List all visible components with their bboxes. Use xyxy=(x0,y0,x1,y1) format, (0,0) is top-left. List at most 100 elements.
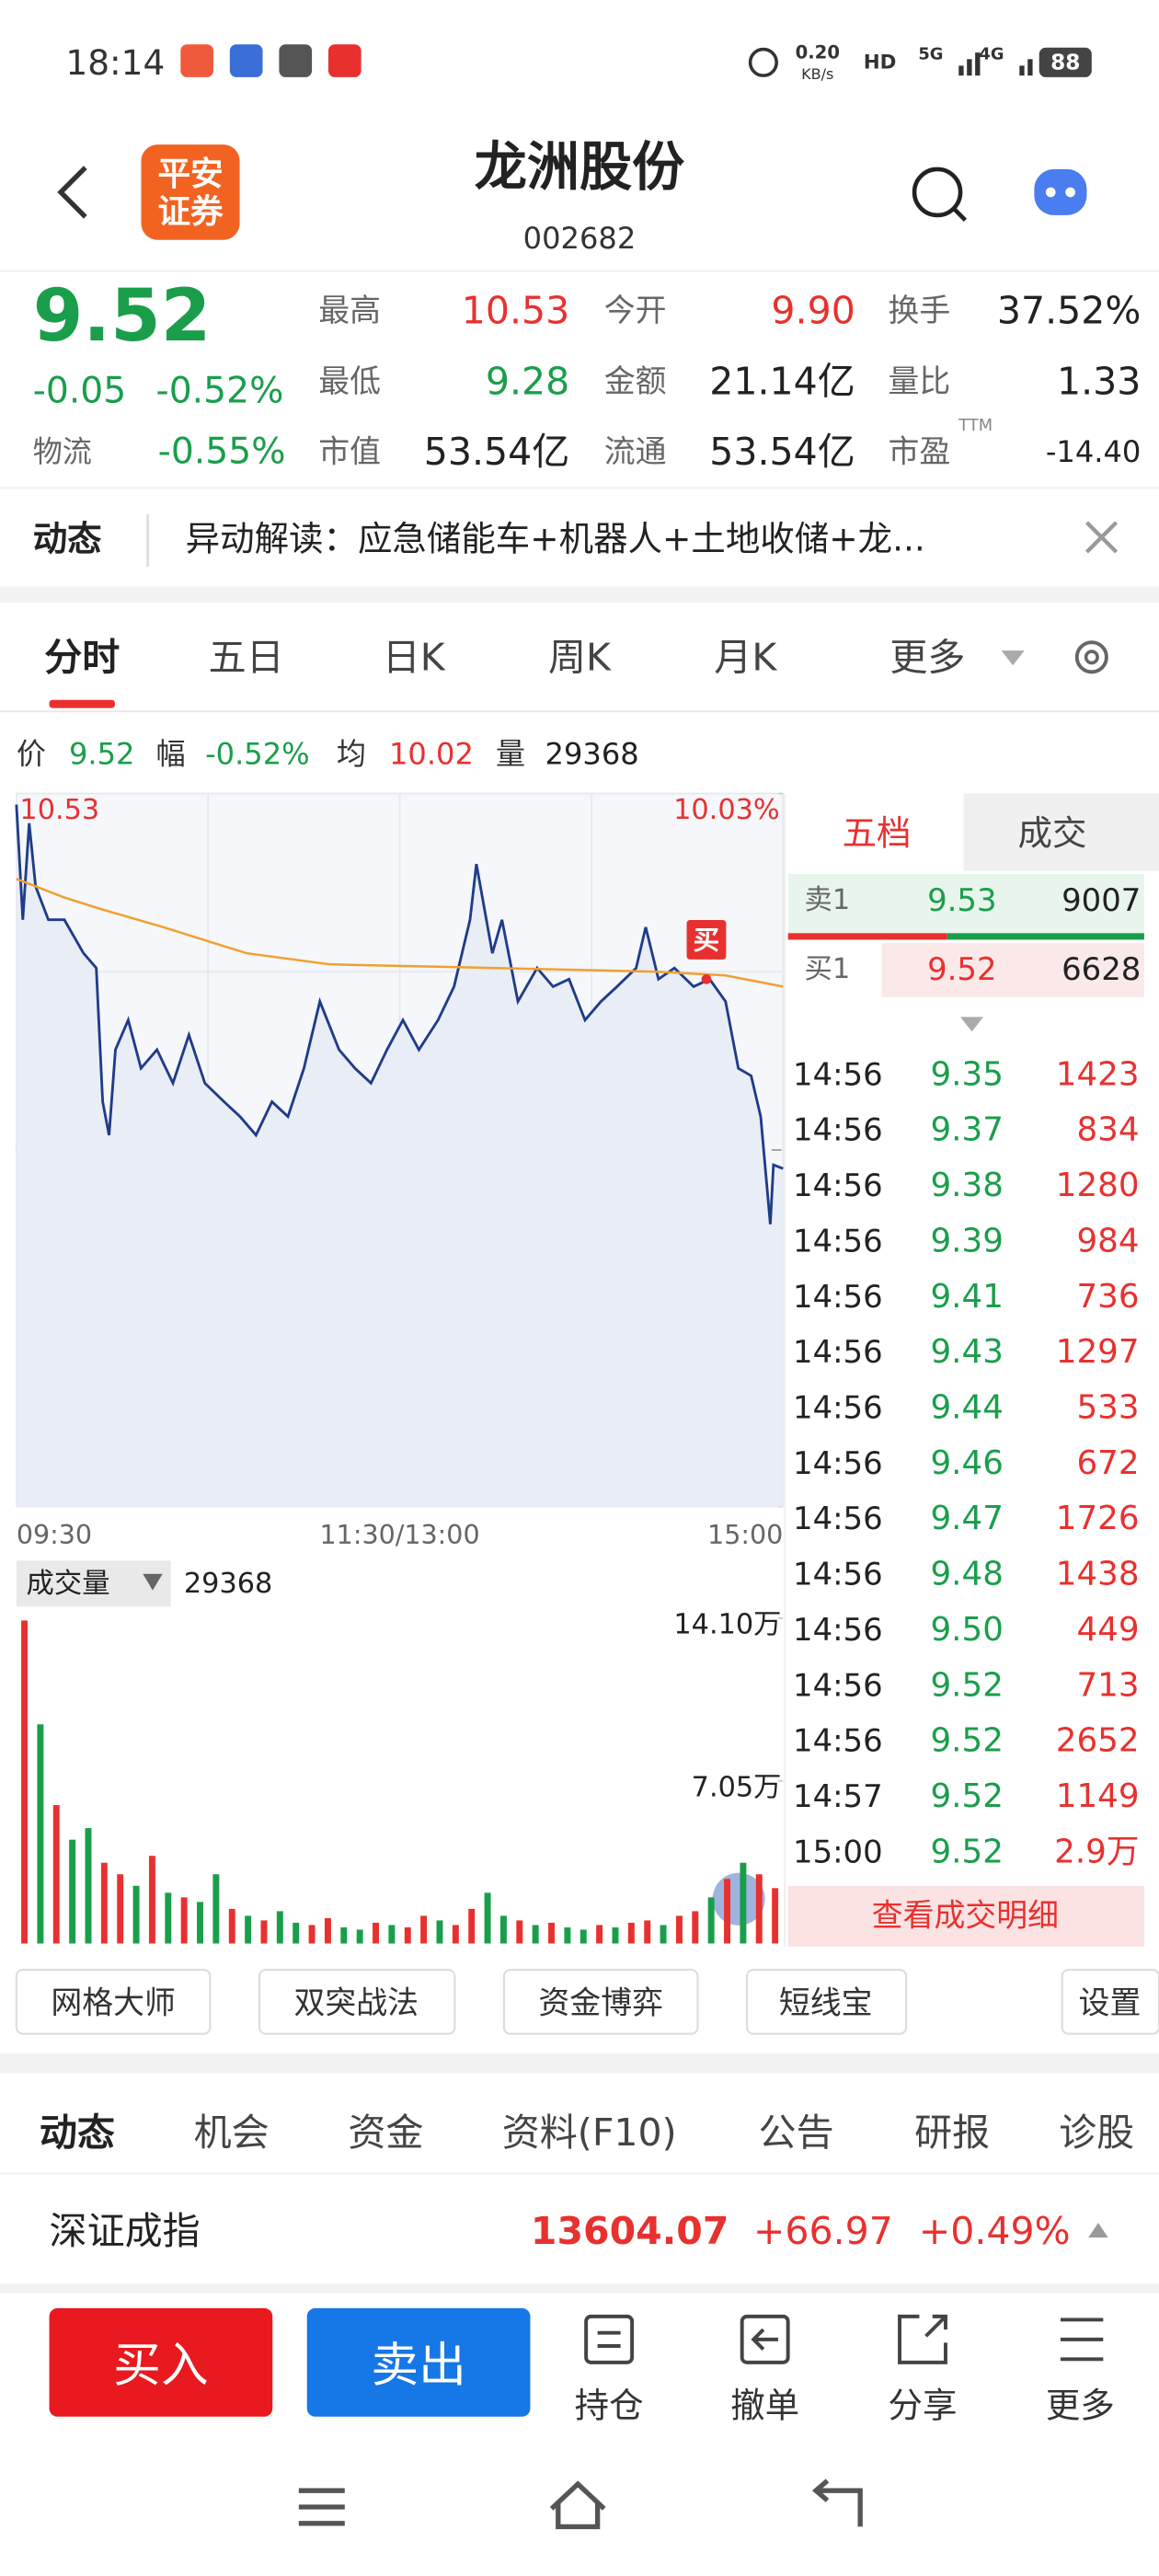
volume-bar xyxy=(276,1911,283,1944)
buy-button[interactable] xyxy=(49,2307,273,2417)
price-change: -0.05 xyxy=(33,370,127,411)
search-button[interactable] xyxy=(912,167,963,218)
info-tab[interactable]: 研报 xyxy=(914,2110,990,2155)
tool-label: 双突战法 xyxy=(293,1984,419,2020)
nav-menu[interactable] xyxy=(298,2488,345,2526)
last-price: 9.52 xyxy=(33,273,212,358)
trade-time: 14:56 xyxy=(793,1389,883,1425)
info-tab[interactable]: 资金 xyxy=(348,2110,423,2155)
book-volume: 9007 xyxy=(1061,882,1141,918)
index-arrow xyxy=(1088,2223,1108,2238)
y2-tick-label: 10.03% xyxy=(673,794,780,826)
trade-volume: 984 xyxy=(1076,1222,1139,1259)
volume-bar xyxy=(564,1926,571,1944)
info-tab[interactable]: 动态 xyxy=(40,2110,115,2155)
app-icon xyxy=(327,44,361,77)
action-label[interactable]: 更多 xyxy=(1046,2385,1115,2425)
stat-value: 53.54亿 xyxy=(709,430,855,474)
volume-bar xyxy=(548,1922,556,1944)
tab-background xyxy=(963,793,1159,871)
index-change-pct: +0.49% xyxy=(919,2209,1071,2253)
chart-tab[interactable]: 月K xyxy=(714,635,777,679)
info-value: -0.52% xyxy=(205,737,310,772)
more-icon[interactable] xyxy=(1060,2317,1104,2362)
volume-bar xyxy=(596,1925,603,1944)
tool-label: 网格大师 xyxy=(51,1984,176,2020)
action-label[interactable]: 撤单 xyxy=(730,2385,799,2425)
volume-bar xyxy=(740,1862,747,1944)
trade-price: 9.41 xyxy=(930,1278,1003,1316)
tool-button[interactable] xyxy=(502,1969,699,2035)
position-icon[interactable] xyxy=(584,2314,635,2364)
x-tick-label: 15:00 xyxy=(707,1519,783,1550)
chart-tab[interactable]: 分时 xyxy=(44,635,120,679)
trade-time: 14:56 xyxy=(793,1723,883,1759)
stat-value: 37.52% xyxy=(997,288,1141,332)
back-button[interactable] xyxy=(57,166,87,219)
book-tab[interactable]: 五档 xyxy=(843,812,912,853)
trade-price: 9.47 xyxy=(930,1500,1003,1537)
app-icon xyxy=(229,44,263,77)
tool-button[interactable] xyxy=(15,1969,212,2035)
stat-value: -14.40 xyxy=(1046,434,1142,469)
section-gap xyxy=(0,2053,1159,2074)
expand-icon[interactable] xyxy=(960,1017,984,1032)
info-tab[interactable]: 机会 xyxy=(194,2110,270,2155)
book-price: 9.52 xyxy=(927,951,996,987)
action-label[interactable]: 持仓 xyxy=(575,2385,644,2425)
detail-button-text: 查看成交明细 xyxy=(872,1898,1059,1934)
tool-label: 资金博弈 xyxy=(538,1984,663,2020)
info-label: 均 xyxy=(337,737,366,772)
volume-bar xyxy=(420,1915,428,1944)
trade-volume: 449 xyxy=(1076,1611,1139,1649)
chart-tab[interactable]: 日K xyxy=(383,635,446,679)
index-value: 13604.07 xyxy=(531,2209,729,2253)
trade-volume: 1149 xyxy=(1056,1777,1140,1815)
cancel-icon[interactable] xyxy=(740,2314,790,2364)
close-button[interactable] xyxy=(1084,521,1119,554)
stat-label: 今开 xyxy=(604,293,667,328)
share-icon[interactable] xyxy=(898,2314,947,2364)
tool-button[interactable] xyxy=(1061,1969,1159,2035)
volume-bar xyxy=(373,1922,380,1944)
index-name: 深证成指 xyxy=(50,2209,201,2253)
tool-button[interactable] xyxy=(258,1969,456,2035)
book-tab[interactable]: 成交 xyxy=(1018,812,1087,853)
price-area xyxy=(16,804,784,1507)
average-line xyxy=(16,878,784,988)
info-tab[interactable]: 公告 xyxy=(759,2110,834,2155)
volume-selector[interactable] xyxy=(16,1560,171,1607)
chart-tab[interactable]: 更多 xyxy=(889,635,965,679)
nav-back[interactable] xyxy=(811,2478,863,2527)
action-label[interactable]: 分享 xyxy=(889,2385,958,2425)
trade-price: 9.46 xyxy=(930,1444,1003,1482)
volume-bar xyxy=(293,1922,300,1944)
tool-button[interactable] xyxy=(745,1969,908,2035)
nav-home[interactable] xyxy=(549,2480,606,2530)
news-text[interactable]: 异动解读：应急储能车+机器人+土地收储+龙... xyxy=(186,519,925,559)
chart-tab[interactable]: 五日 xyxy=(209,635,284,679)
tab-indicator xyxy=(49,699,115,708)
volume-bar xyxy=(499,1915,507,1944)
status-4g: 4G xyxy=(979,44,1004,63)
price-line xyxy=(15,804,784,1225)
info-tab[interactable]: 诊股 xyxy=(1059,2110,1134,2155)
bid-ratio xyxy=(787,933,947,940)
x-tick-label: 09:30 xyxy=(17,1519,92,1550)
volume-title: 成交量 xyxy=(27,1568,110,1600)
book-price: 9.53 xyxy=(927,882,996,918)
settings-button[interactable] xyxy=(1074,640,1108,674)
stat-value: 9.90 xyxy=(771,288,855,332)
battery-icon xyxy=(1039,47,1092,77)
info-tab[interactable]: 资料(F10) xyxy=(502,2110,677,2155)
assistant-button[interactable] xyxy=(1034,168,1087,215)
y-tick-label: 7.05万 xyxy=(692,1771,782,1803)
trade-volume: 1423 xyxy=(1056,1055,1140,1093)
chart-tab[interactable]: 周K xyxy=(548,635,612,679)
sell-button[interactable] xyxy=(306,2307,531,2417)
trade-time: 14:56 xyxy=(793,1279,883,1315)
info-label: 幅 xyxy=(156,737,186,772)
net-unit: KB/s xyxy=(801,65,833,83)
book-volume: 6628 xyxy=(1061,951,1141,987)
detail-button[interactable] xyxy=(787,1886,1144,1948)
